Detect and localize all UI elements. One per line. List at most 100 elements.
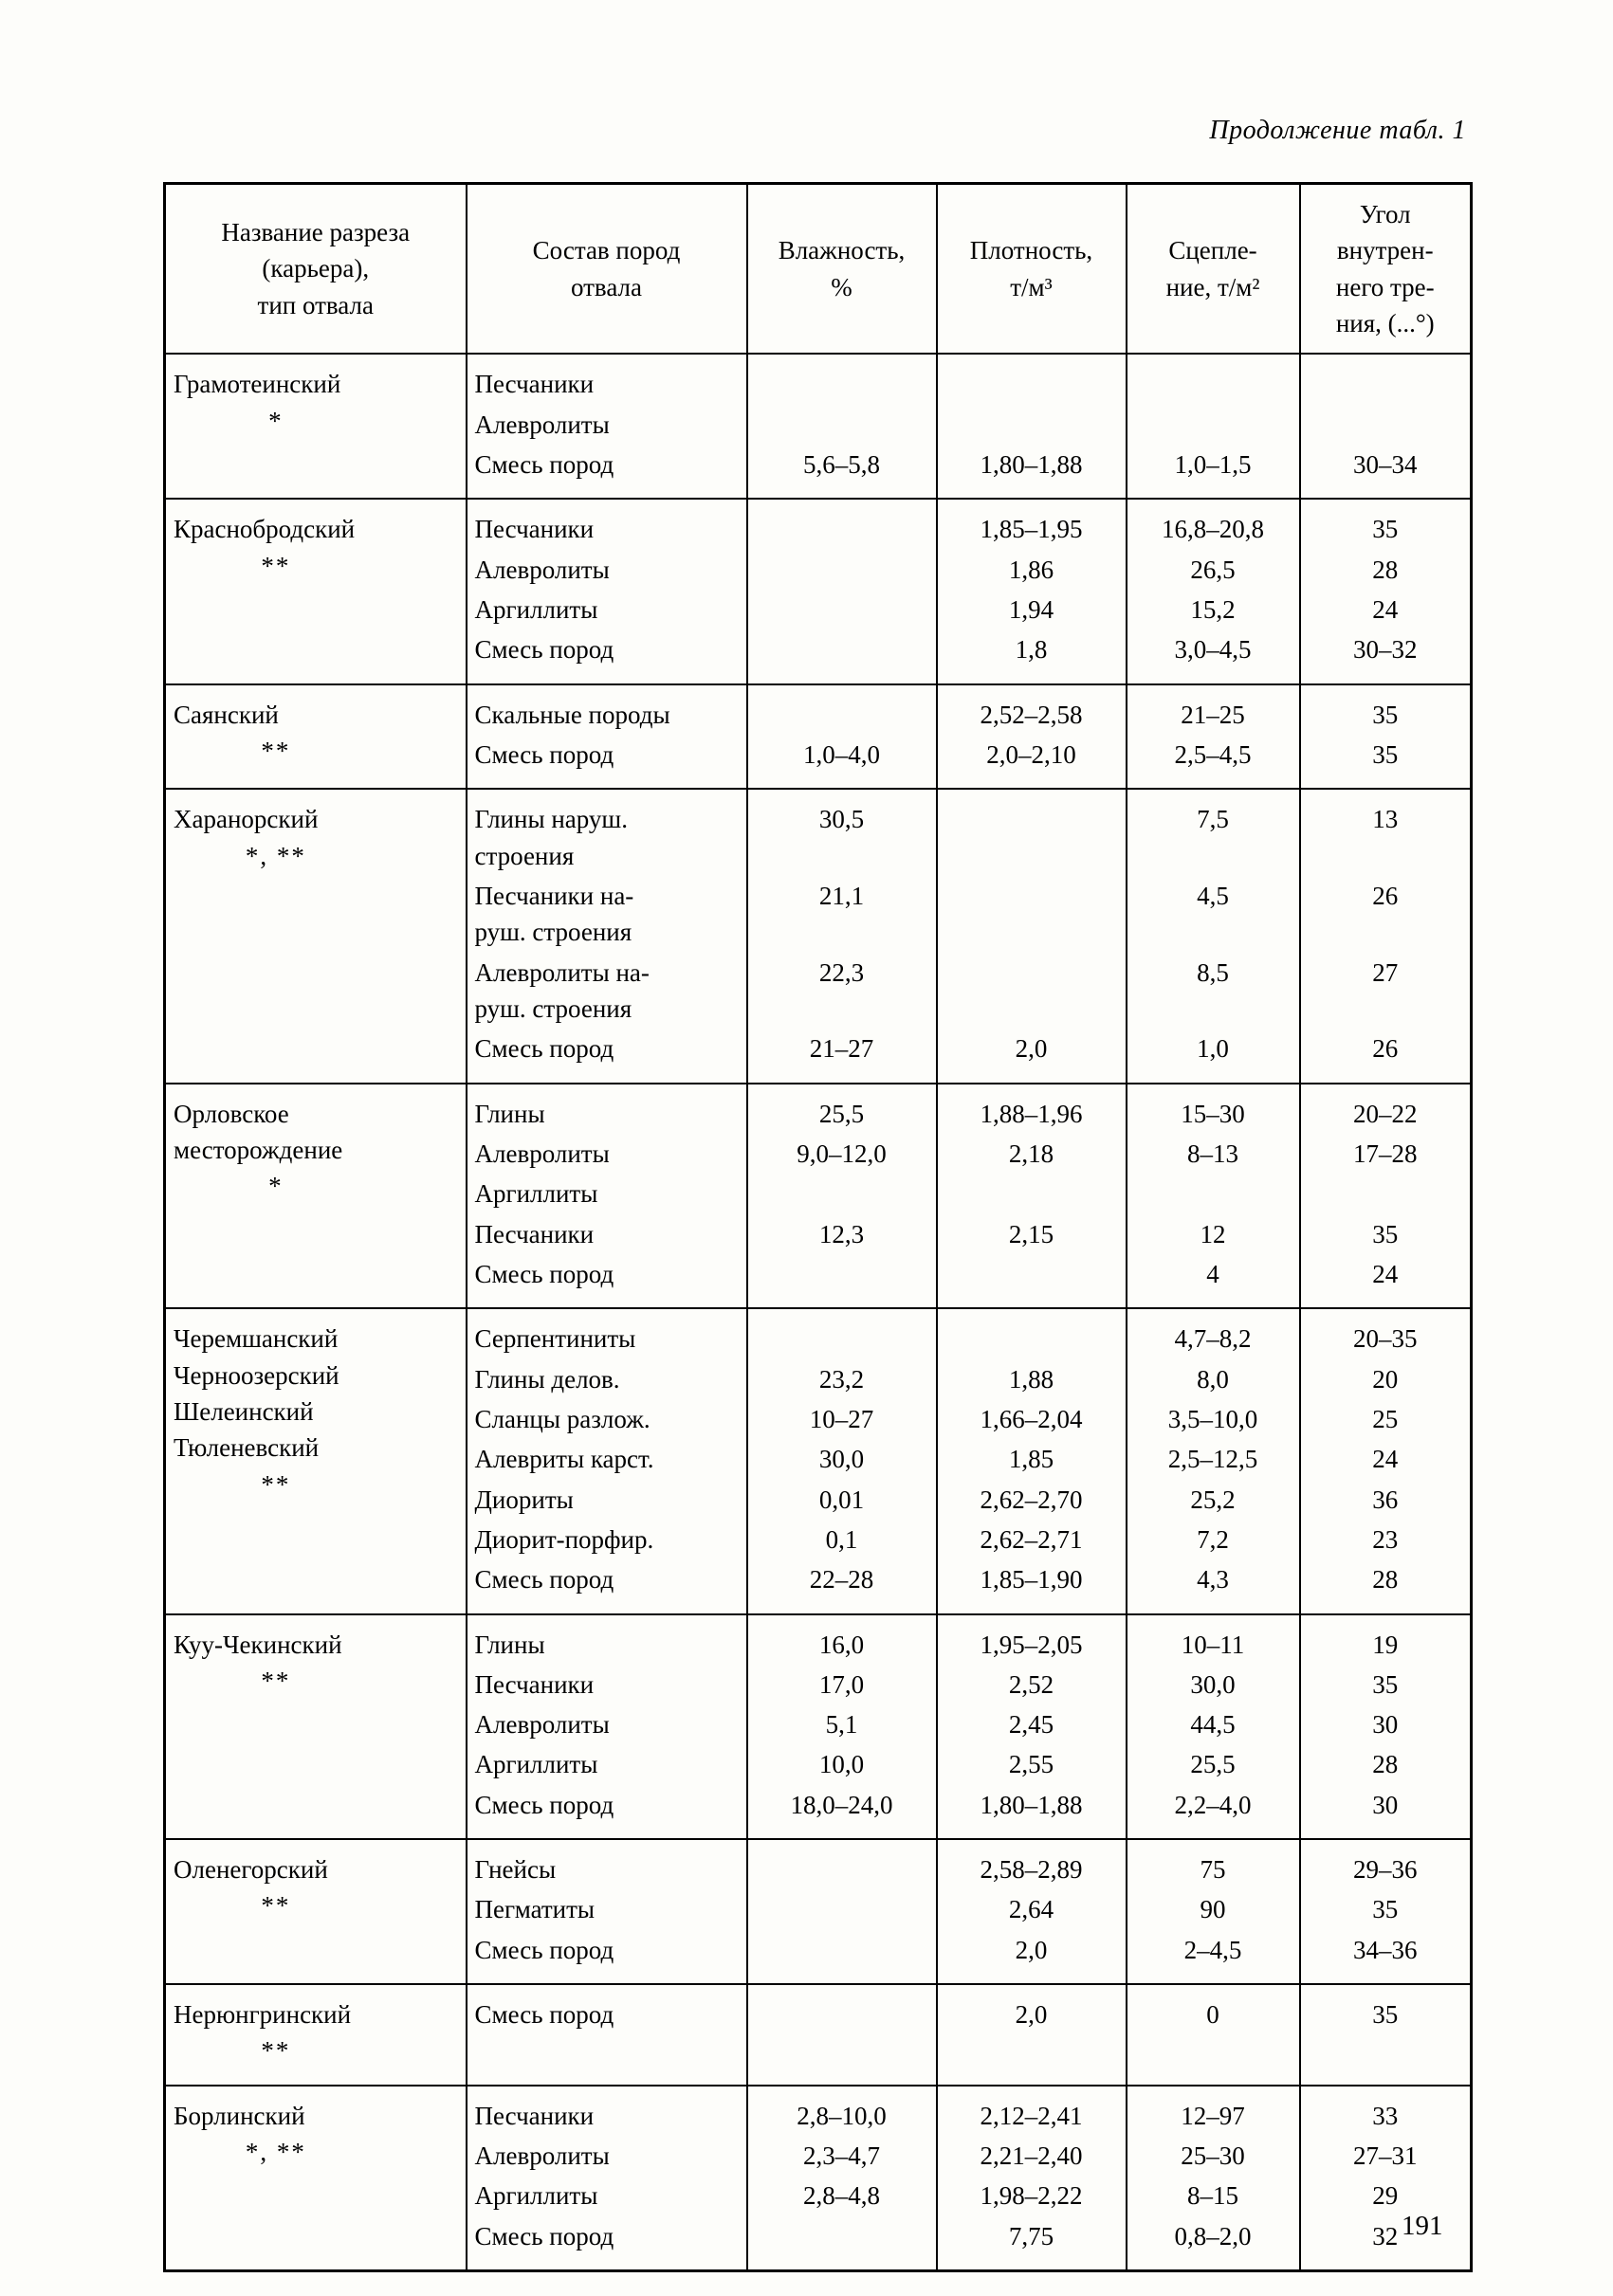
table-row: Борлинский *, ** Песчаники 2,8–10,0 2,12–2,4… bbox=[163, 2084, 1472, 2271]
site-name: Грамотеинский bbox=[174, 370, 341, 399]
friction-angle-cell: 30 bbox=[1298, 1704, 1472, 1745]
cohesion-cell: 3,0–4,5 bbox=[1125, 629, 1300, 684]
composition-cell: Песчаники bbox=[465, 1664, 747, 1705]
density-cell: 2,21–2,40 bbox=[935, 2136, 1127, 2177]
density-cell: 2,58–2,89 bbox=[935, 1838, 1127, 1890]
cohesion-cell: 25,5 bbox=[1125, 1744, 1300, 1785]
site-type-marker: ** bbox=[261, 551, 291, 580]
table-row: Аргиллиты 10,0 2,55 25,5 28 bbox=[165, 1744, 1472, 1785]
cohesion-cell: 25,2 bbox=[1125, 1479, 1300, 1520]
density-cell: 7,75 bbox=[935, 2215, 1127, 2271]
moisture-cell: 22,3 bbox=[745, 952, 937, 1030]
cohesion-cell: 15–30 bbox=[1125, 1082, 1300, 1134]
cohesion-cell: 4,7–8,2 bbox=[1125, 1307, 1300, 1359]
cohesion-cell: 25–30 bbox=[1125, 2136, 1300, 2177]
site-name-cell: Орловское месторождение * bbox=[163, 1082, 467, 1309]
moisture-cell: 5,6–5,8 bbox=[745, 444, 937, 500]
density-cell bbox=[935, 353, 1127, 405]
density-cell: 1,98–2,22 bbox=[935, 2176, 1127, 2216]
composition-cell: Скальные породы bbox=[465, 683, 747, 735]
table-row: Саянский ** Скальные породы 2,52–2,58 21–25 3… bbox=[163, 683, 1472, 790]
cohesion-cell: 12 bbox=[1125, 1213, 1300, 1254]
friction-angle-cell bbox=[1298, 404, 1472, 445]
cohesion-cell: 8–15 bbox=[1125, 2176, 1300, 2216]
moisture-cell bbox=[745, 2215, 937, 2271]
friction-angle-cell: 28 bbox=[1298, 1744, 1472, 1785]
table-row: Смесь пород 18,0–24,0 1,80–1,88 2,2–4,0 30 bbox=[165, 1784, 1472, 1840]
cohesion-cell: 8,0 bbox=[1125, 1358, 1300, 1399]
cohesion-cell: 2,2–4,0 bbox=[1125, 1784, 1300, 1840]
table-row: Смесь пород 21–27 2,0 1,0 26 bbox=[165, 1029, 1472, 1084]
density-cell: 1,88 bbox=[935, 1358, 1127, 1399]
moisture-cell: 25,5 bbox=[745, 1082, 937, 1134]
friction-angle-cell: 20 bbox=[1298, 1358, 1472, 1399]
moisture-cell: 12,3 bbox=[745, 1213, 937, 1254]
cohesion-cell: 16,8–20,8 bbox=[1125, 498, 1300, 550]
cohesion-cell: 2,5–12,5 bbox=[1125, 1439, 1300, 1480]
density-cell bbox=[935, 1253, 1127, 1309]
table-row: Оленегорский ** Гнейсы 2,58–2,89 75 29–36 bbox=[163, 1838, 1472, 1985]
cohesion-cell bbox=[1125, 353, 1300, 405]
table-row: Орловское месторождение * Глины 25,5 1,88–1,… bbox=[163, 1082, 1472, 1309]
column-header-composition: Состав пород отвала bbox=[465, 183, 747, 355]
column-header-friction-angle: Угол внутрен- него тре- ния, (...°) bbox=[1298, 183, 1472, 355]
moisture-cell: 18,0–24,0 bbox=[745, 1784, 937, 1840]
site-name: Краснобродский bbox=[174, 515, 356, 544]
cohesion-cell: 4,5 bbox=[1125, 875, 1300, 953]
table-row: Алевролиты на- руш. строения 22,3 8,5 27 bbox=[165, 952, 1472, 1030]
header-row: Название разреза (карьера), тип отвала С… bbox=[163, 183, 1472, 355]
cohesion-cell: 8–13 bbox=[1125, 1133, 1300, 1175]
composition-cell: Песчаники bbox=[465, 353, 747, 405]
table-row: Смесь пород 2,0 2–4,5 34–36 bbox=[165, 1929, 1472, 1985]
site-name-cell: Грамотеинский * bbox=[163, 353, 467, 500]
density-cell: 1,80–1,88 bbox=[935, 1784, 1127, 1840]
table-row: Песчаники на- руш. строения 21,1 4,5 26 bbox=[165, 875, 1472, 953]
cohesion-cell: 75 bbox=[1125, 1838, 1300, 1890]
friction-angle-cell: 24 bbox=[1298, 1439, 1472, 1480]
density-cell bbox=[935, 952, 1127, 1030]
composition-cell: Смесь пород bbox=[465, 1029, 747, 1084]
friction-angle-cell: 35 bbox=[1298, 734, 1472, 790]
site-name: Саянский bbox=[174, 700, 279, 729]
cohesion-cell: 26,5 bbox=[1125, 549, 1300, 590]
composition-cell: Глины bbox=[465, 1613, 747, 1665]
density-cell bbox=[935, 875, 1127, 953]
composition-cell: Сланцы разлож. bbox=[465, 1398, 747, 1440]
table-row: Алевролиты bbox=[165, 404, 1472, 445]
friction-angle-cell: 30 bbox=[1298, 1784, 1472, 1840]
cohesion-cell: 3,5–10,0 bbox=[1125, 1398, 1300, 1440]
table-body: Грамотеинский * Песчаники Алевролиты Смесь п… bbox=[163, 353, 1472, 2271]
density-cell: 2,52–2,58 bbox=[935, 683, 1127, 735]
friction-angle-cell: 26 bbox=[1298, 1029, 1472, 1084]
page-number: 191 bbox=[1402, 2211, 1443, 2241]
composition-cell: Диориты bbox=[465, 1479, 747, 1520]
composition-cell: Алевролиты bbox=[465, 549, 747, 590]
moisture-cell: 5,1 bbox=[745, 1704, 937, 1745]
composition-cell: Диорит-порфир. bbox=[465, 1519, 747, 1560]
density-cell: 1,88–1,96 bbox=[935, 1082, 1127, 1134]
composition-cell: Глины bbox=[465, 1082, 747, 1134]
friction-angle-cell: 35 bbox=[1298, 1983, 1472, 2086]
moisture-cell bbox=[745, 498, 937, 550]
site-name-cell: Краснобродский ** bbox=[163, 498, 467, 684]
table-row: Смесь пород 4 24 bbox=[165, 1253, 1472, 1309]
cohesion-cell: 12–97 bbox=[1125, 2084, 1300, 2137]
moisture-cell bbox=[745, 1983, 937, 2086]
density-cell: 2,62–2,71 bbox=[935, 1519, 1127, 1560]
composition-cell: Аргиллиты bbox=[465, 1174, 747, 1214]
moisture-cell bbox=[745, 353, 937, 405]
site-name-cell: Оленегорский ** bbox=[163, 1838, 467, 1985]
table-row: Грамотеинский * Песчаники bbox=[163, 353, 1472, 500]
cohesion-cell: 15,2 bbox=[1125, 589, 1300, 630]
table-row: Смесь пород 1,0–4,0 2,0–2,10 2,5–4,5 35 bbox=[165, 734, 1472, 790]
density-cell: 2,55 bbox=[935, 1744, 1127, 1785]
site-type-marker: *, ** bbox=[245, 2138, 306, 2167]
site-name-cell: Черемшанский Черноозерский Шелеинский Тю… bbox=[163, 1307, 467, 1614]
friction-angle-cell: 23 bbox=[1298, 1519, 1472, 1560]
cohesion-cell: 0,8–2,0 bbox=[1125, 2215, 1300, 2271]
density-cell: 1,95–2,05 bbox=[935, 1613, 1127, 1665]
density-cell: 1,86 bbox=[935, 549, 1127, 590]
cohesion-cell bbox=[1125, 404, 1300, 445]
site-name: Харанорский bbox=[174, 805, 319, 834]
column-header-moisture: Влажность, % bbox=[745, 183, 937, 355]
